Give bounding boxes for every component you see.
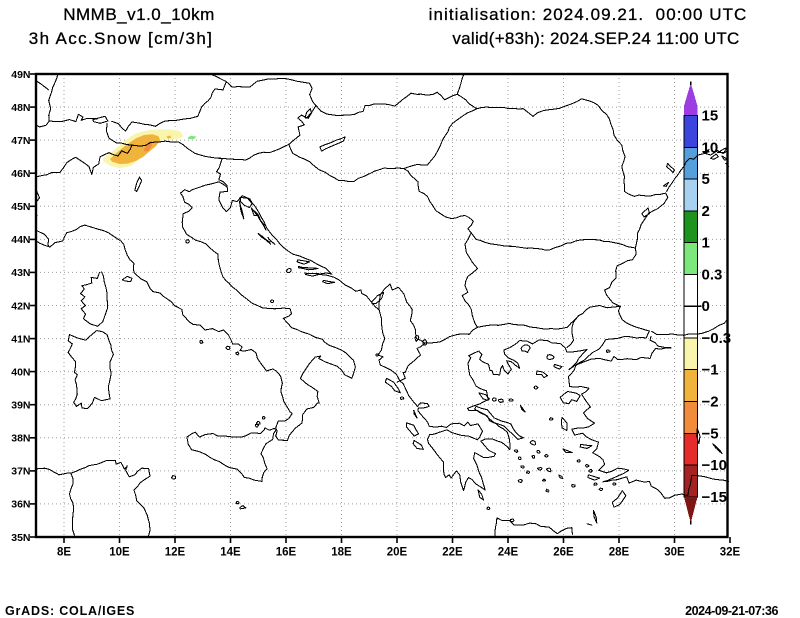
svg-text:valid(+83h): 2024.SEP.24 11:00: valid(+83h): 2024.SEP.24 11:00 UTC [452,29,739,48]
svg-text:30E: 30E [664,547,685,559]
svg-text:2024-09-21-07:36: 2024-09-21-07:36 [685,604,778,618]
svg-text:10: 10 [702,139,719,156]
svg-text:41N: 41N [11,333,30,345]
svg-text:38N: 38N [11,433,30,445]
svg-text:10E: 10E [109,547,130,559]
svg-text:32E: 32E [720,547,741,559]
svg-text:NMMB_v1.0_10km: NMMB_v1.0_10km [63,5,215,24]
svg-text:15: 15 [702,108,719,125]
svg-text:−0.3: −0.3 [702,330,732,347]
svg-text:2: 2 [702,203,710,220]
svg-text:1: 1 [702,235,710,252]
svg-text:0: 0 [702,298,710,315]
svg-text:22E: 22E [442,547,463,559]
svg-text:5: 5 [702,171,710,188]
svg-text:42N: 42N [11,300,30,312]
svg-text:−5: −5 [702,425,719,442]
svg-text:0.3: 0.3 [702,266,723,283]
svg-text:−2: −2 [702,394,719,411]
svg-text:47N: 47N [11,135,30,147]
svg-text:36N: 36N [11,499,30,511]
svg-text:35N: 35N [11,532,30,544]
svg-text:−15: −15 [702,489,727,506]
svg-text:37N: 37N [11,466,30,478]
svg-text:initialisation: 2024.09.21. 0: initialisation: 2024.09.21. 00:00 UTC [429,5,748,24]
svg-text:44N: 44N [11,234,30,246]
svg-text:12E: 12E [165,547,186,559]
svg-text:26E: 26E [553,547,574,559]
svg-text:24E: 24E [498,547,519,559]
svg-text:20E: 20E [387,547,408,559]
svg-text:18E: 18E [331,547,352,559]
svg-text:14E: 14E [220,547,241,559]
svg-text:46N: 46N [11,168,30,180]
svg-text:−1: −1 [702,362,719,379]
svg-text:49N: 49N [11,69,30,81]
svg-text:8E: 8E [57,547,71,559]
svg-text:−10: −10 [702,457,727,474]
svg-text:3h Acc.Snow [cm/3h]: 3h Acc.Snow [cm/3h] [29,29,213,48]
svg-text:GrADS: COLA/IGES: GrADS: COLA/IGES [5,604,135,618]
svg-text:28E: 28E [609,547,630,559]
svg-text:43N: 43N [11,267,30,279]
svg-text:39N: 39N [11,400,30,412]
svg-text:16E: 16E [276,547,297,559]
svg-text:45N: 45N [11,201,30,213]
svg-text:48N: 48N [11,102,30,114]
svg-text:40N: 40N [11,366,30,378]
